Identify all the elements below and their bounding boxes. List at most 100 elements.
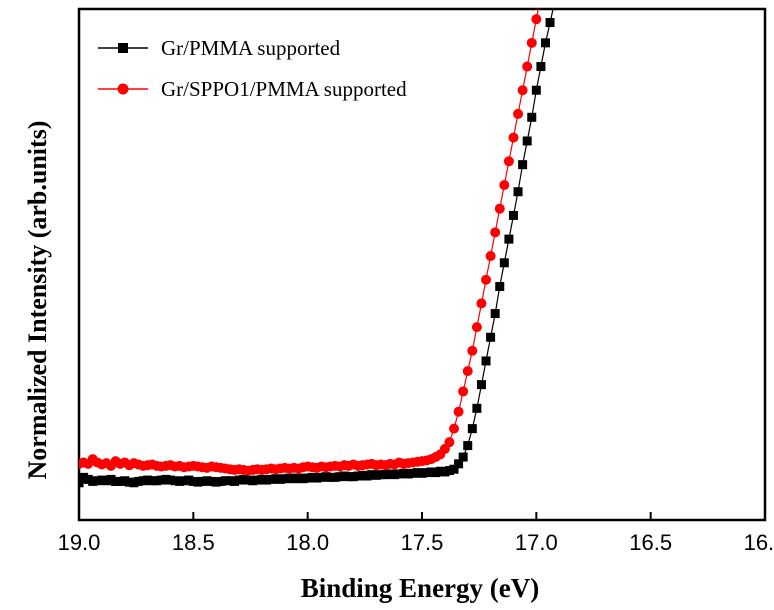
series-line	[79, 9, 539, 472]
data-point	[275, 474, 285, 484]
data-point	[161, 474, 171, 484]
data-point	[481, 274, 492, 285]
series-1	[79, 0, 559, 488]
data-point	[358, 470, 368, 480]
x-tick-label: 17.5	[401, 530, 444, 555]
y-axis-title: Normalized Intensity (arb.units)	[23, 121, 52, 480]
data-point	[271, 474, 281, 484]
data-point	[367, 470, 377, 480]
data-point	[394, 469, 404, 479]
data-point	[527, 112, 537, 122]
series-2	[79, 9, 542, 476]
data-point	[499, 258, 509, 268]
data-point	[472, 403, 482, 413]
data-point	[175, 476, 185, 486]
data-point	[202, 476, 212, 486]
data-point	[508, 132, 519, 143]
series-layer	[79, 0, 559, 488]
data-point	[486, 332, 496, 342]
legend: Gr/PMMA supported Gr/SPPO1/PMMA supported	[98, 36, 407, 101]
data-point	[444, 437, 455, 448]
data-point	[207, 476, 217, 486]
data-point	[321, 472, 331, 482]
data-point	[133, 476, 143, 486]
data-point	[111, 476, 121, 486]
data-point	[239, 474, 249, 484]
data-point	[303, 473, 313, 483]
data-point	[513, 108, 524, 119]
data-point	[193, 477, 203, 487]
data-point	[335, 472, 345, 482]
data-point	[252, 475, 262, 485]
data-point	[531, 14, 542, 25]
data-point	[481, 356, 491, 366]
data-point	[197, 476, 207, 486]
data-point	[390, 470, 400, 480]
data-point	[188, 476, 198, 486]
legend-label: Gr/PMMA supported	[161, 36, 341, 60]
legend-marker	[118, 43, 128, 53]
data-point	[536, 62, 546, 72]
legend-marker	[117, 83, 129, 95]
data-point	[440, 467, 450, 477]
data-point	[476, 380, 486, 390]
x-tick-label: 18.5	[172, 530, 215, 555]
data-point	[463, 441, 473, 451]
data-point	[229, 476, 239, 486]
data-point	[380, 470, 390, 480]
data-point	[454, 459, 464, 469]
data-point	[211, 477, 221, 487]
data-point	[289, 474, 299, 484]
data-point	[79, 472, 89, 482]
data-point	[353, 471, 363, 481]
data-point	[339, 471, 349, 481]
legend-label: Gr/SPPO1/PMMA supported	[161, 77, 407, 101]
data-point	[344, 472, 354, 482]
data-point	[385, 469, 395, 479]
data-point	[471, 322, 482, 333]
data-point	[234, 475, 244, 485]
data-point	[179, 476, 189, 486]
data-point	[399, 468, 409, 478]
data-point	[522, 61, 533, 72]
data-point	[503, 156, 514, 167]
data-point	[485, 251, 496, 262]
data-point	[467, 345, 478, 356]
x-tick-label: 16.0	[744, 530, 774, 555]
data-point	[243, 475, 253, 485]
data-point	[147, 476, 157, 486]
data-point	[417, 468, 427, 478]
data-point	[138, 476, 148, 486]
series-line	[79, 9, 554, 484]
data-point	[266, 474, 276, 484]
data-point	[458, 452, 468, 462]
data-point	[143, 475, 153, 485]
data-point	[257, 474, 267, 484]
data-point	[220, 476, 230, 486]
data-point	[422, 468, 432, 478]
data-point	[499, 179, 510, 190]
data-point	[307, 472, 317, 482]
data-point	[298, 474, 308, 484]
data-point	[362, 471, 372, 481]
data-point	[526, 37, 537, 48]
data-point	[550, 0, 559, 7]
data-point	[517, 85, 528, 96]
data-point	[371, 470, 381, 480]
data-point	[88, 476, 98, 486]
data-point	[348, 472, 358, 482]
data-point	[129, 478, 139, 488]
data-point	[508, 210, 518, 220]
x-axis-title: Binding Energy (eV)	[301, 573, 540, 603]
data-point	[449, 423, 460, 434]
data-point	[494, 203, 505, 214]
data-point	[284, 473, 294, 483]
x-axis-ticks: 19.0 18.5 18.0 17.5 17.0 16.5 16.0	[58, 512, 774, 555]
data-point	[184, 475, 194, 485]
data-point	[426, 467, 436, 477]
data-point	[330, 472, 340, 482]
data-point	[115, 476, 125, 486]
data-point	[92, 476, 102, 486]
x-tick-label: 16.5	[629, 530, 672, 555]
